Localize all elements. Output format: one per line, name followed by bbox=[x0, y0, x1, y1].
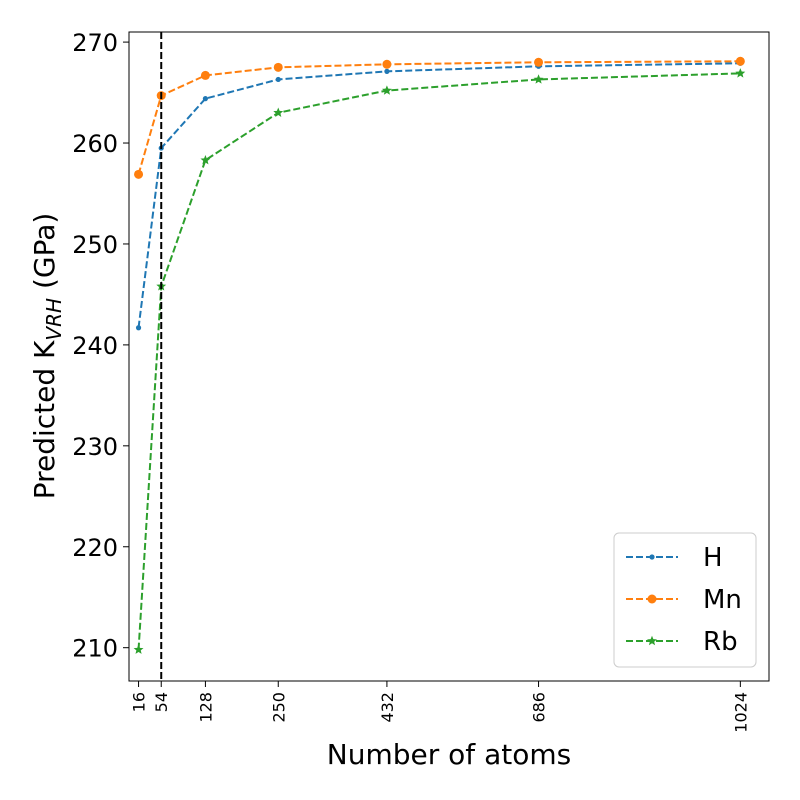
legend-frame bbox=[613, 532, 757, 668]
plot-frame bbox=[128, 31, 770, 682]
data-point-h bbox=[202, 96, 209, 102]
x-tick-label: 432 bbox=[378, 692, 397, 723]
y-tick-label: 250 bbox=[72, 231, 118, 259]
y-axis-title-main: Predicted K bbox=[28, 340, 61, 499]
y-axis-title-subscript: VRH bbox=[42, 298, 66, 341]
data-point-h bbox=[384, 68, 390, 74]
y-tick-label: 210 bbox=[72, 635, 118, 663]
data-point-rb bbox=[735, 68, 746, 78]
x-tick-label: 128 bbox=[196, 692, 215, 723]
y-tick-label: 270 bbox=[72, 29, 118, 57]
y-axis-title: Predicted KVRH (GPa) bbox=[28, 213, 66, 500]
legend: H Mn Rb bbox=[613, 532, 757, 668]
data-point-mn bbox=[735, 56, 745, 66]
y-ticks: 210 220 230 240 250 260 270 bbox=[72, 29, 129, 663]
x-axis-title: Number of atoms bbox=[327, 738, 571, 771]
x-tick-label: 16 bbox=[130, 692, 149, 712]
legend-label-mn: Mn bbox=[703, 585, 742, 615]
data-point-mn bbox=[382, 59, 392, 69]
x-tick-label: 1024 bbox=[731, 692, 750, 733]
x-tick-label: 54 bbox=[152, 692, 171, 712]
legend-label-h: H bbox=[703, 543, 723, 573]
data-point-mn bbox=[534, 57, 544, 67]
legend-marker-mn bbox=[647, 594, 657, 604]
y-axis-title-unit: (GPa) bbox=[28, 213, 61, 298]
data-point-mn bbox=[200, 70, 210, 80]
legend-marker-rb bbox=[647, 635, 657, 646]
data-point-rb bbox=[133, 644, 144, 654]
x-ticks: 16 54 128 250 432 686 1024 bbox=[130, 681, 750, 733]
legend-entries: H Mn Rb bbox=[626, 543, 742, 657]
y-tick-label: 230 bbox=[72, 433, 118, 461]
y-tick-label: 240 bbox=[72, 332, 118, 360]
data-point-mn bbox=[273, 62, 283, 72]
legend-label-rb: Rb bbox=[703, 627, 738, 657]
x-tick-label: 686 bbox=[530, 692, 549, 723]
y-tick-label: 260 bbox=[72, 130, 118, 158]
plot-marks bbox=[133, 32, 746, 681]
series-line-mn bbox=[137, 60, 741, 175]
series-line-h bbox=[137, 62, 741, 328]
legend-marker-h bbox=[649, 554, 655, 560]
y-tick-label: 220 bbox=[72, 534, 118, 562]
data-point-h bbox=[135, 325, 142, 331]
data-point-rb bbox=[200, 154, 211, 165]
data-point-mn bbox=[134, 169, 144, 179]
data-point-rb bbox=[273, 107, 284, 117]
x-tick-label: 250 bbox=[269, 692, 288, 723]
data-point-rb bbox=[381, 85, 392, 95]
data-point-rb bbox=[533, 74, 544, 84]
data-point-h bbox=[275, 76, 281, 83]
